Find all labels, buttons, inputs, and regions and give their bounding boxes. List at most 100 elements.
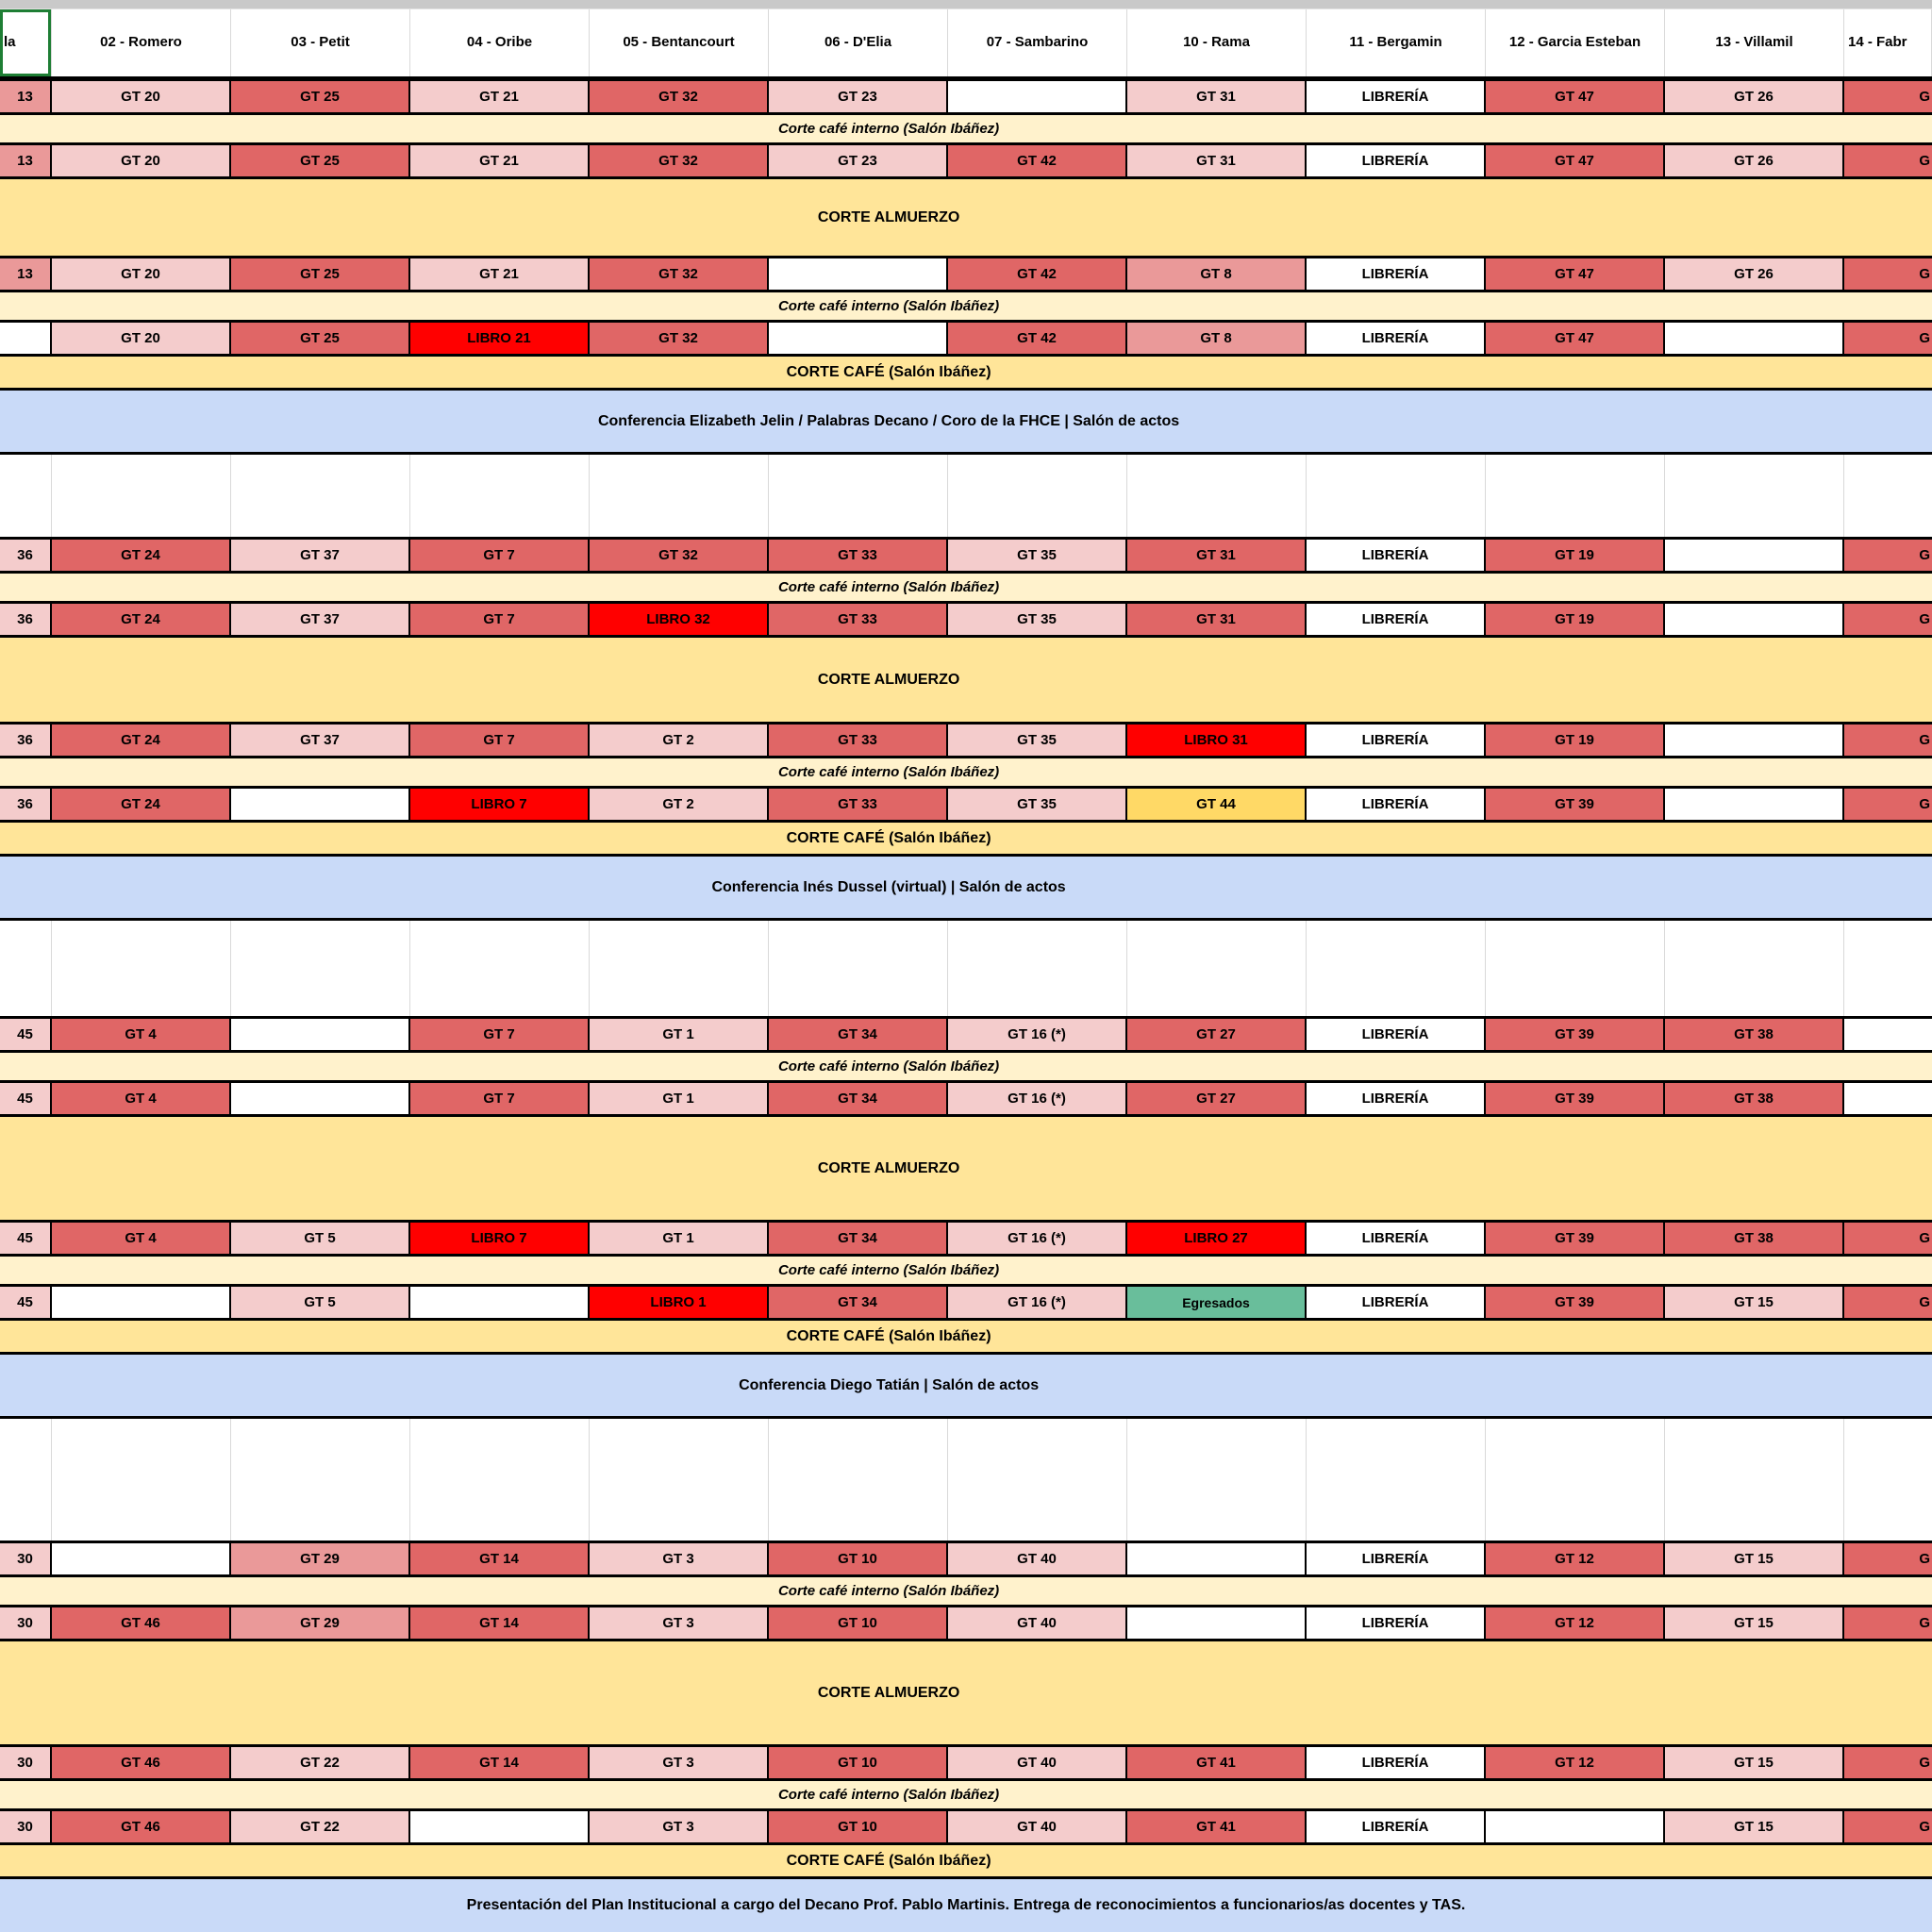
schedule-cell[interactable]: GT 15 <box>1665 1811 1844 1842</box>
schedule-cell[interactable]: GT 40 <box>948 1747 1127 1778</box>
schedule-cell[interactable]: GT 42 <box>948 145 1127 176</box>
schedule-cell[interactable]: GT 5 <box>231 1223 410 1254</box>
empty-cell[interactable] <box>1486 1419 1665 1541</box>
break-almuerzo-row[interactable]: CORTE ALMUERZO <box>0 179 1932 258</box>
schedule-cell-clipped-right[interactable]: G <box>1844 540 1932 571</box>
schedule-cell[interactable]: GT 46 <box>52 1607 231 1639</box>
schedule-cell-clipped-right[interactable]: G <box>1844 1811 1932 1842</box>
empty-cell[interactable] <box>590 455 769 537</box>
libreria-cell[interactable]: LIBRERÍA <box>1307 604 1486 635</box>
empty-cell[interactable] <box>590 921 769 1016</box>
empty-cell[interactable] <box>1486 1811 1665 1842</box>
schedule-cell[interactable]: GT 3 <box>590 1543 769 1574</box>
schedule-cell-clipped-right[interactable]: G <box>1844 81 1932 112</box>
schedule-cell[interactable]: GT 35 <box>948 540 1127 571</box>
empty-cell[interactable] <box>1665 540 1844 571</box>
break-corte-cafe-row[interactable]: CORTE CAFÉ (Salón Ibáñez) <box>0 1845 1932 1879</box>
schedule-cell[interactable]: GT 19 <box>1486 540 1665 571</box>
empty-cell[interactable] <box>410 1811 590 1842</box>
schedule-cell[interactable]: GT 40 <box>948 1543 1127 1574</box>
schedule-cell-clipped-left[interactable]: 30 <box>0 1811 52 1842</box>
empty-cell[interactable] <box>231 1419 410 1541</box>
plenary-presentation-row[interactable]: Presentación del Plan Institucional a ca… <box>0 1879 1932 1932</box>
schedule-cell[interactable]: GT 26 <box>1665 258 1844 290</box>
conference-row[interactable]: Conferencia Elizabeth Jelin / Palabras D… <box>0 391 1932 455</box>
schedule-cell[interactable]: GT 38 <box>1665 1019 1844 1050</box>
empty-cell[interactable] <box>1127 1543 1307 1574</box>
empty-cell[interactable] <box>1665 455 1844 537</box>
schedule-cell[interactable]: GT 25 <box>231 258 410 290</box>
empty-cell[interactable] <box>1127 455 1307 537</box>
schedule-cell-clipped-right[interactable]: G <box>1844 145 1932 176</box>
break-almuerzo-row[interactable]: CORTE ALMUERZO <box>0 1117 1932 1223</box>
schedule-cell[interactable]: GT 7 <box>410 724 590 756</box>
schedule-cell[interactable]: GT 32 <box>590 145 769 176</box>
break-almuerzo-row[interactable]: CORTE ALMUERZO <box>0 1641 1932 1747</box>
schedule-cell[interactable]: GT 32 <box>590 540 769 571</box>
empty-cell[interactable] <box>52 921 231 1016</box>
schedule-cell[interactable]: GT 47 <box>1486 323 1665 354</box>
schedule-cell[interactable]: GT 25 <box>231 145 410 176</box>
schedule-cell[interactable]: GT 25 <box>231 81 410 112</box>
column-header-04-oribe[interactable]: 04 - Oribe <box>410 9 590 76</box>
libro-cell[interactable]: LIBRO 1 <box>590 1287 769 1318</box>
empty-cell[interactable] <box>1307 1419 1486 1541</box>
schedule-cell[interactable]: GT 33 <box>769 789 948 820</box>
break-cafe-interno-row[interactable]: Corte café interno (Salón Ibáñez) <box>0 1781 1932 1811</box>
libro-cell[interactable]: LIBRO 7 <box>410 1223 590 1254</box>
schedule-cell[interactable]: GT 22 <box>231 1747 410 1778</box>
break-corte-cafe-row[interactable]: CORTE CAFÉ (Salón Ibáñez) <box>0 823 1932 857</box>
column-header-07-sambarino[interactable]: 07 - Sambarino <box>948 9 1127 76</box>
schedule-cell[interactable]: GT 10 <box>769 1543 948 1574</box>
conference-row[interactable]: Conferencia Inés Dussel (virtual) | Saló… <box>0 857 1932 921</box>
empty-cell[interactable] <box>231 1019 410 1050</box>
libreria-cell[interactable]: LIBRERÍA <box>1307 1287 1486 1318</box>
schedule-cell[interactable]: GT 4 <box>52 1223 231 1254</box>
schedule-cell-clipped-left[interactable]: 45 <box>0 1223 52 1254</box>
empty-cell[interactable] <box>1665 921 1844 1016</box>
empty-cell[interactable] <box>948 455 1127 537</box>
schedule-cell[interactable]: GT 39 <box>1486 1083 1665 1114</box>
schedule-cell[interactable]: GT 39 <box>1486 1223 1665 1254</box>
libreria-cell[interactable]: LIBRERÍA <box>1307 540 1486 571</box>
libro-cell[interactable]: LIBRO 32 <box>590 604 769 635</box>
schedule-cell-clipped-right[interactable] <box>1844 1083 1932 1114</box>
empty-cell[interactable] <box>1127 1419 1307 1541</box>
schedule-cell[interactable]: GT 21 <box>410 145 590 176</box>
schedule-cell[interactable]: GT 10 <box>769 1747 948 1778</box>
empty-cell[interactable] <box>1665 724 1844 756</box>
schedule-cell[interactable]: GT 3 <box>590 1811 769 1842</box>
schedule-cell[interactable]: GT 29 <box>231 1607 410 1639</box>
schedule-cell-clipped-right[interactable] <box>1844 1019 1932 1050</box>
schedule-cell-clipped-right[interactable]: G <box>1844 1747 1932 1778</box>
empty-cell[interactable] <box>52 455 231 537</box>
libreria-cell[interactable]: LIBRERÍA <box>1307 1811 1486 1842</box>
schedule-cell[interactable]: GT 34 <box>769 1223 948 1254</box>
empty-cell[interactable] <box>1486 921 1665 1016</box>
libreria-cell[interactable]: LIBRERÍA <box>1307 81 1486 112</box>
libro-cell[interactable]: LIBRO 21 <box>410 323 590 354</box>
schedule-cell[interactable]: GT 32 <box>590 81 769 112</box>
schedule-cell[interactable]: GT 12 <box>1486 1607 1665 1639</box>
schedule-cell[interactable]: GT 7 <box>410 604 590 635</box>
schedule-cell[interactable]: GT 15 <box>1665 1747 1844 1778</box>
schedule-cell[interactable]: GT 42 <box>948 258 1127 290</box>
empty-cell[interactable] <box>231 789 410 820</box>
empty-cell[interactable] <box>231 1083 410 1114</box>
schedule-cell[interactable]: GT 4 <box>52 1019 231 1050</box>
schedule-cell-clipped-left[interactable]: 13 <box>0 258 52 290</box>
schedule-cell[interactable]: GT 38 <box>1665 1223 1844 1254</box>
empty-cell[interactable] <box>948 921 1127 1016</box>
schedule-cell-clipped-right[interactable]: G <box>1844 1287 1932 1318</box>
empty-cell[interactable] <box>1844 455 1932 537</box>
schedule-cell[interactable]: GT 23 <box>769 81 948 112</box>
column-header-03-petit[interactable]: 03 - Petit <box>231 9 410 76</box>
empty-cell[interactable] <box>52 1543 231 1574</box>
column-header-11-bergamin[interactable]: 11 - Bergamin <box>1307 9 1486 76</box>
schedule-cell-clipped-left[interactable]: 45 <box>0 1083 52 1114</box>
schedule-cell-clipped-right[interactable]: G <box>1844 724 1932 756</box>
empty-cell[interactable] <box>52 1419 231 1541</box>
schedule-cell[interactable]: GT 25 <box>231 323 410 354</box>
schedule-cell[interactable]: GT 1 <box>590 1223 769 1254</box>
schedule-cell[interactable]: GT 3 <box>590 1747 769 1778</box>
